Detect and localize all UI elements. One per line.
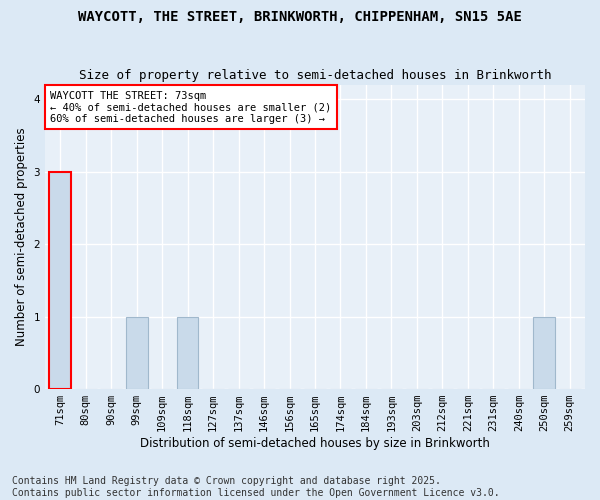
Text: WAYCOTT THE STREET: 73sqm
← 40% of semi-detached houses are smaller (2)
60% of s: WAYCOTT THE STREET: 73sqm ← 40% of semi-… — [50, 90, 332, 124]
Text: WAYCOTT, THE STREET, BRINKWORTH, CHIPPENHAM, SN15 5AE: WAYCOTT, THE STREET, BRINKWORTH, CHIPPEN… — [78, 10, 522, 24]
Bar — [126, 316, 148, 389]
Bar — [177, 316, 199, 389]
Bar — [49, 172, 71, 389]
Y-axis label: Number of semi-detached properties: Number of semi-detached properties — [15, 128, 28, 346]
Title: Size of property relative to semi-detached houses in Brinkworth: Size of property relative to semi-detach… — [79, 69, 551, 82]
X-axis label: Distribution of semi-detached houses by size in Brinkworth: Distribution of semi-detached houses by … — [140, 437, 490, 450]
Text: Contains HM Land Registry data © Crown copyright and database right 2025.
Contai: Contains HM Land Registry data © Crown c… — [12, 476, 500, 498]
Bar — [533, 316, 555, 389]
